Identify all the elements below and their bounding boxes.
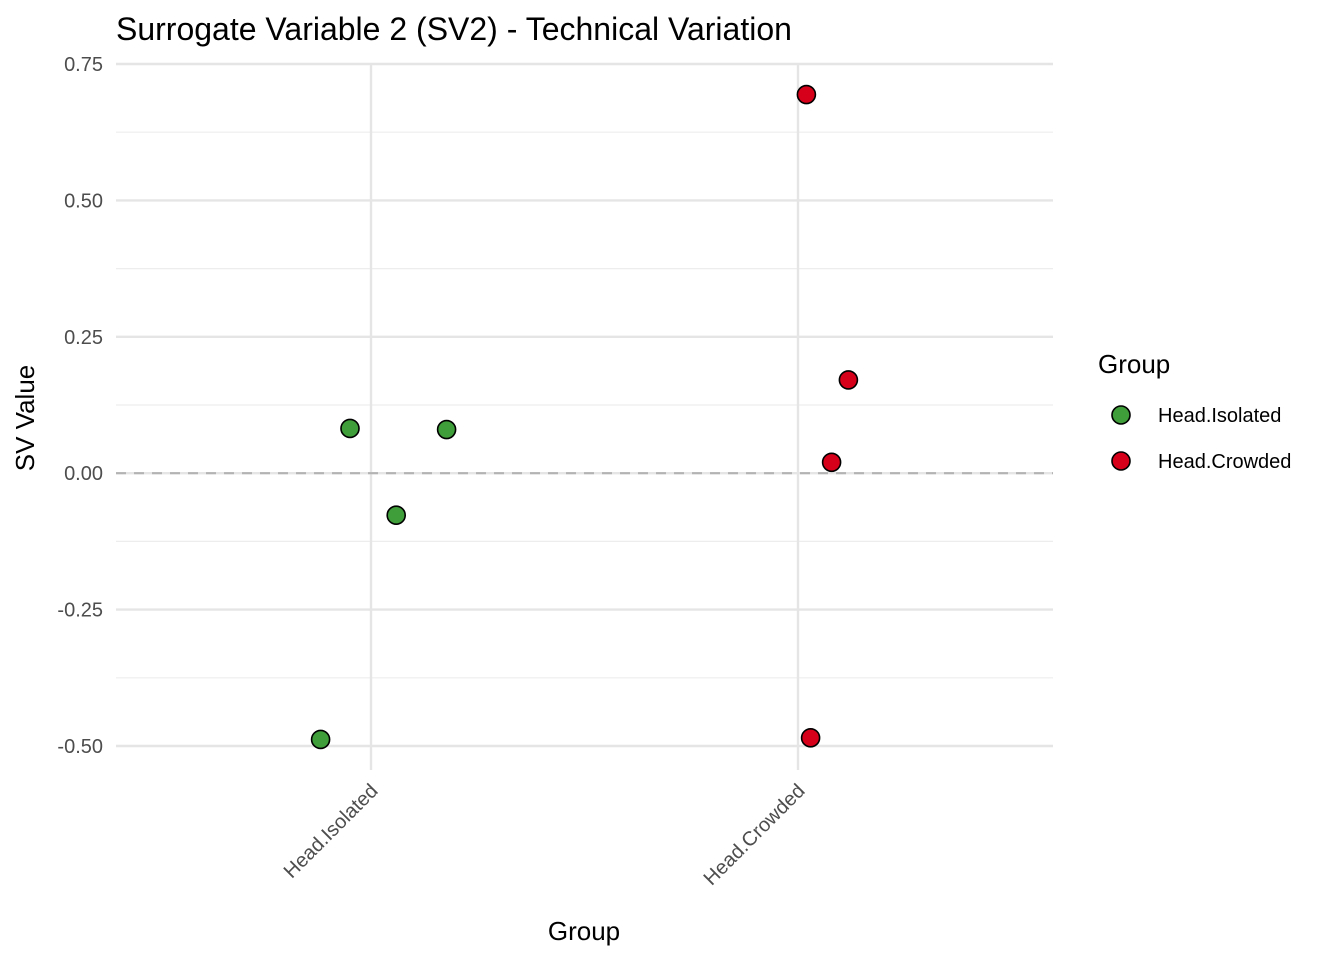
data-point <box>436 419 457 440</box>
x-tick-label: Head.Isolated <box>280 780 383 883</box>
x-axis-title: Group <box>548 916 620 946</box>
legend-key <box>1111 405 1131 425</box>
y-axis-title: SV Value <box>10 365 40 471</box>
data-points <box>310 84 859 750</box>
x-tick-label: Head.Crowded <box>700 780 810 890</box>
legend-key <box>1111 451 1131 471</box>
data-point <box>800 728 821 748</box>
y-axis-ticks: -0.50 -0.25 0.00 0.25 0.50 0.75 <box>57 54 103 758</box>
data-point <box>821 452 842 473</box>
data-point <box>838 370 859 390</box>
x-axis-ticks: Head.Isolated Head.Crowded <box>280 780 810 890</box>
chart-title: Surrogate Variable 2 (SV2) - Technical V… <box>116 11 792 47</box>
legend-label: Head.Isolated <box>1158 405 1281 427</box>
y-tick-label: 0.50 <box>64 190 103 212</box>
data-point <box>796 84 817 105</box>
y-tick-label: 0.75 <box>64 54 103 76</box>
grid-lines <box>116 62 1053 770</box>
legend: Group Head.Isolated Head.Crowded <box>1098 349 1291 473</box>
data-point <box>310 729 331 750</box>
y-tick-label: -0.25 <box>57 600 103 622</box>
y-tick-label: 0.00 <box>64 463 103 485</box>
data-point <box>386 505 407 526</box>
data-point <box>340 418 360 439</box>
legend-label: Head.Crowded <box>1158 451 1291 473</box>
y-tick-label: -0.50 <box>57 736 103 758</box>
legend-title: Group <box>1098 349 1170 379</box>
y-tick-label: 0.25 <box>64 327 103 349</box>
